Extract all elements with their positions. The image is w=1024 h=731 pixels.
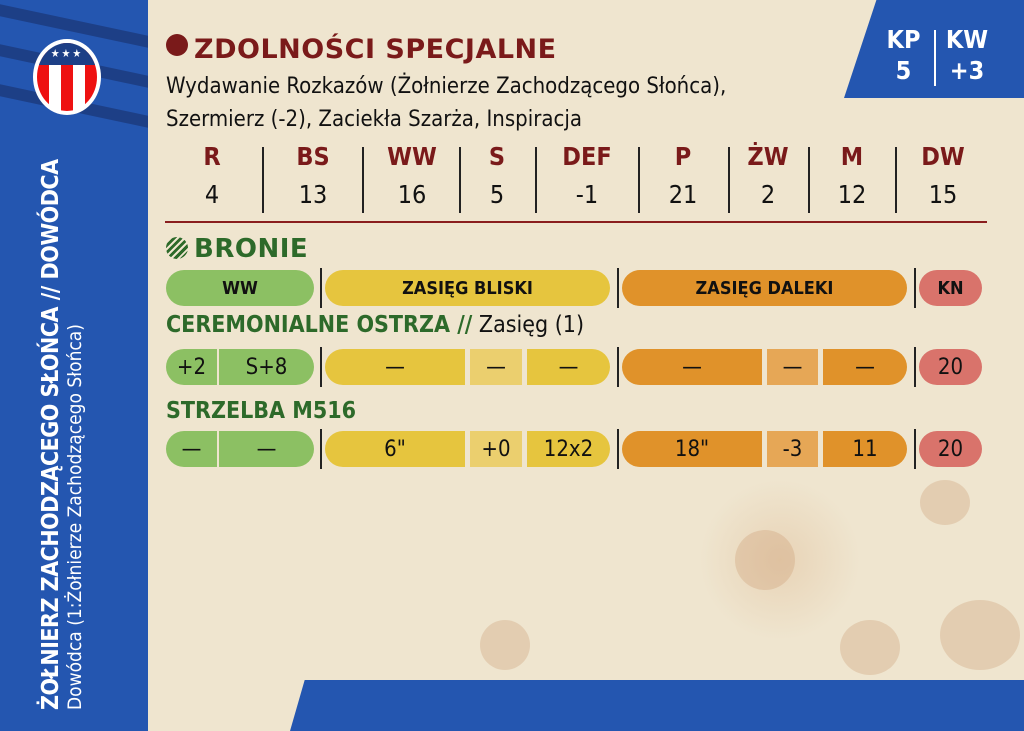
faction-logo: ★★★ xyxy=(33,39,101,115)
weapon-cell: — xyxy=(527,349,610,385)
stat-value: 5 xyxy=(489,180,505,209)
weapon-cell: S+8 xyxy=(219,349,314,385)
crosshair-icon xyxy=(166,237,188,259)
weapon-cell: 11 xyxy=(823,431,907,467)
stat-value: 15 xyxy=(928,180,958,209)
stain xyxy=(940,600,1020,670)
divider xyxy=(459,147,461,213)
stat-label: DEF xyxy=(562,142,612,171)
divider xyxy=(320,347,322,387)
stat-label: ŻW xyxy=(747,142,789,171)
divider xyxy=(362,147,364,213)
divider xyxy=(638,147,640,213)
weapon-cell: +0 xyxy=(470,431,522,467)
divider xyxy=(617,268,619,308)
weapon-note: Zasięg (1) xyxy=(472,312,585,338)
weapon-cell: — xyxy=(219,431,314,467)
weapon-cell: — xyxy=(767,349,818,385)
unit-name: ŻOŁNIERZ ZACHODZĄCEGO SŁOŃCA // DOWÓDCA … xyxy=(38,159,86,710)
weapon-cell: -3 xyxy=(767,431,818,467)
stat-label: WW xyxy=(387,142,437,171)
weapon-cell: 12x2 xyxy=(527,431,610,467)
unit-subtitle: Dowódca (1:Żołnierze Zachodzącego Słońca… xyxy=(64,324,86,710)
bottom-banner xyxy=(290,680,1024,731)
stain xyxy=(920,480,970,525)
stat-label: R xyxy=(203,142,221,171)
divider xyxy=(320,429,322,469)
stat-label: S xyxy=(488,142,506,171)
divider xyxy=(808,147,810,213)
divider xyxy=(262,147,264,213)
side-banner: ★★★ ŻOŁNIERZ ZACHODZĄCEGO SŁOŃCA // DOWÓ… xyxy=(0,0,148,731)
stat-value: 2 xyxy=(760,180,776,209)
divider xyxy=(617,347,619,387)
divider-rule xyxy=(165,221,987,223)
stat-label: DW xyxy=(921,142,965,171)
weapon-cell: — xyxy=(470,349,522,385)
divider xyxy=(535,147,537,213)
divider xyxy=(895,147,897,213)
stat-value: 4 xyxy=(204,180,220,209)
person-icon xyxy=(166,34,188,56)
weapon-cell: 18" xyxy=(622,431,762,467)
divider xyxy=(914,429,916,469)
stain xyxy=(735,530,795,590)
divider xyxy=(914,268,916,308)
stat-value: 13 xyxy=(298,180,328,209)
kw-stat: KW +3 xyxy=(945,25,989,85)
header-ww: WW xyxy=(166,270,314,306)
weapon-name: CEREMONIALNE OSTRZA // Zasięg (1) xyxy=(166,312,585,338)
divider xyxy=(728,147,730,213)
stat-value: 16 xyxy=(397,180,427,209)
stat-label: BS xyxy=(296,142,330,171)
weapon-cell: 20 xyxy=(919,349,982,385)
weapon-cell: — xyxy=(622,349,762,385)
header-far: ZASIĘG DALEKI xyxy=(622,270,907,306)
stat-value: 21 xyxy=(668,180,698,209)
weapon-cell: — xyxy=(325,349,465,385)
kp-stat: KP 5 xyxy=(886,25,921,85)
stat-label: M xyxy=(840,142,864,171)
abilities-title: ZDOLNOŚCI SPECJALNE xyxy=(166,34,557,65)
stat-label: P xyxy=(674,142,692,171)
abilities-text: Wydawanie Rozkazów (Żołnierze Zachodzące… xyxy=(166,74,727,132)
stain xyxy=(840,620,900,675)
weapon-cell: — xyxy=(166,431,217,467)
weapons-title: BRONIE xyxy=(166,234,308,264)
weapon-cell: 6" xyxy=(325,431,465,467)
header-kn: KN xyxy=(919,270,982,306)
header-close: ZASIĘG BLISKI xyxy=(325,270,610,306)
stat-value: 12 xyxy=(837,180,867,209)
divider xyxy=(320,268,322,308)
weapon-cell: — xyxy=(823,349,907,385)
weapon-cell: +2 xyxy=(166,349,217,385)
divider xyxy=(914,347,916,387)
weapon-name: STRZELBA M516 xyxy=(166,398,357,424)
stain xyxy=(480,620,530,670)
divider xyxy=(617,429,619,469)
divider xyxy=(934,30,936,86)
weapon-cell: 20 xyxy=(919,431,982,467)
stat-value: -1 xyxy=(575,180,599,209)
